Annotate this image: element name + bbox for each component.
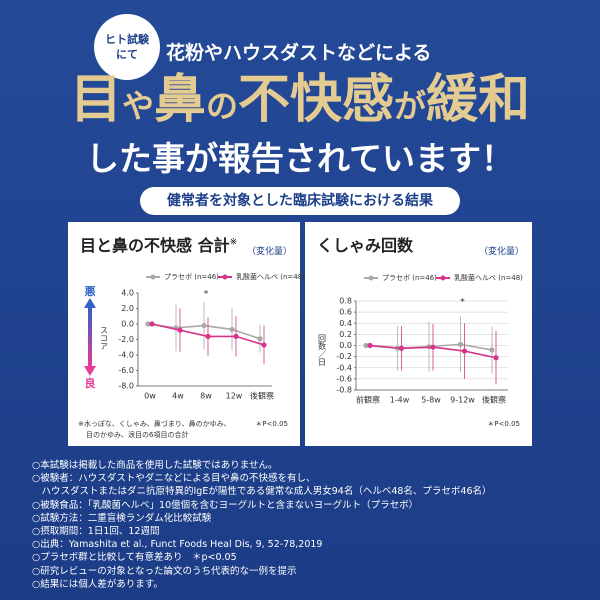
y-axis-label: スコア <box>100 326 109 350</box>
legend-dot <box>368 275 374 281</box>
arrow <box>88 306 92 368</box>
legend-label: プラセボ (n=46) <box>164 273 219 281</box>
y-tick-label: 0.0 <box>121 320 134 329</box>
point <box>261 342 267 348</box>
note-line: ○結果には個人差があります。 <box>32 578 163 590</box>
y-tick-label: 0.6 <box>339 308 352 317</box>
note-line: ○研究レビューの対象となった論文のうち代表的な一例を提示 <box>32 565 297 577</box>
section-label: 健常者を対象とした臨床試験における結果 <box>140 187 460 215</box>
note-line: ○本試験は掲載した商品を使用した試験ではありません。 <box>32 460 278 471</box>
y-tick-label: 0.4 <box>339 319 352 328</box>
headline2: した事が報告されています！ <box>85 139 514 178</box>
y-tick-label: -4.0 <box>118 351 134 360</box>
note-line: ○出典：Yamashita et al., Funct Foods Heal D… <box>32 539 323 551</box>
note-line: ハウスダストまたはダニ抗原特異的IgEが陽性である健常な成人男女94名（ヘルベ4… <box>32 486 492 498</box>
worse-label: 悪 <box>85 285 96 298</box>
badge-line: にて <box>116 48 138 61</box>
point <box>149 321 155 327</box>
y-tick-label: -0.2 <box>336 352 352 361</box>
headline-part: や <box>121 87 154 125</box>
point <box>205 333 211 339</box>
arrow-head <box>84 298 96 308</box>
point <box>177 327 183 333</box>
x-tick-label: 12w <box>226 392 243 401</box>
headline-part: の <box>205 87 238 125</box>
note-line: ○摂取期間：1日1回、12週間 <box>32 526 160 538</box>
title-mark: ※ <box>229 237 238 248</box>
y-tick-label: -0.6 <box>336 374 352 383</box>
note-line: ○被験者：ハウスダストやダニなどによる目や鼻の不快感を有し、 <box>32 473 316 485</box>
x-tick-label: 後観察 <box>250 391 274 401</box>
y-tick-label: 4.0 <box>121 289 134 298</box>
point <box>145 321 151 327</box>
y-axis-label: 回数／日 <box>318 334 327 367</box>
point <box>493 355 499 361</box>
point <box>430 344 436 350</box>
point <box>398 345 405 351</box>
p-note: ＊P<0.05 <box>487 420 520 428</box>
legend-dot <box>440 275 446 281</box>
panel-title: 目と鼻の不快感 合計※ <box>80 232 237 256</box>
y-tick-label: 2.0 <box>121 304 134 313</box>
x-tick-label: 4w <box>172 392 184 401</box>
x-tick-label: 後観察 <box>482 395 506 405</box>
x-tick-label: 1-4w <box>390 396 410 405</box>
x-tick-label: 前観察 <box>356 395 380 405</box>
panel: くしゃみ回数 （変化量） <box>305 222 532 446</box>
headline: 目や鼻の不快感が緩和 <box>0 68 600 138</box>
point <box>201 322 207 329</box>
point <box>363 342 369 349</box>
footnote: ※水っぽな、くしゃみ、鼻づまり、鼻のかゆみ、 <box>78 419 231 428</box>
y-tick-label: -0.4 <box>336 363 352 372</box>
x-tick-label: 9-12w <box>450 396 475 405</box>
badge: ヒト試験 にて <box>94 14 160 80</box>
headline-part: 不快感 <box>238 69 395 130</box>
significance-mark: * <box>204 290 209 300</box>
panel: 目と鼻の不快感 合計※ （変化量） <box>68 222 300 446</box>
y-tick-label: -2.0 <box>118 335 134 344</box>
arrow-head <box>84 366 96 376</box>
y-tick-label: 0.2 <box>339 330 352 339</box>
x-tick-label: 0w <box>144 392 156 401</box>
chart-title: 目と鼻の不快感 合計 <box>80 236 230 255</box>
legend-label: 乳酸菌ヘルベ (n=48) <box>236 272 305 281</box>
point <box>457 341 464 347</box>
x-tick-label: 8w <box>200 392 212 401</box>
legend-dot <box>150 274 156 280</box>
point <box>257 336 263 342</box>
point <box>229 326 235 333</box>
footnote: 目のかゆみ、涙目の6項目の合計 <box>86 430 188 439</box>
legend-dot <box>222 274 228 280</box>
point <box>461 348 468 354</box>
headline-part: 緩和 <box>426 69 531 130</box>
chart-title: くしゃみ回数 <box>317 236 414 255</box>
better-label: 良 <box>85 376 96 390</box>
legend-label: 乳酸菌ヘルベ (n=48) <box>454 273 523 282</box>
unit: （変化量） <box>246 247 292 257</box>
y-tick-label: -6.0 <box>118 366 134 375</box>
y-tick-label: 0.8 <box>339 297 352 306</box>
subhead: 花粉やハウスダストなどによる <box>166 42 432 64</box>
significance-mark: * <box>460 298 465 308</box>
point <box>233 333 239 339</box>
badge-line: ヒト試験 <box>105 33 149 46</box>
legend-label: プラセボ (n=46) <box>382 274 437 282</box>
note-line: ○プラセボ群と比較して有意差あり ＊p<0.05 <box>32 552 237 564</box>
y-tick-label: 0.0 <box>339 341 352 350</box>
unit: （変化量） <box>478 247 524 257</box>
point <box>367 342 373 349</box>
headline-part: 目 <box>69 69 122 130</box>
note-line: ○試験方法：二重盲検ランダム化比較試験 <box>32 512 212 524</box>
y-tick-label: -8.0 <box>118 382 134 391</box>
x-tick-label: 5-8w <box>421 396 441 405</box>
notes: ○本試験は掲載した商品を使用した試験ではありません。 ○被験者：ハウスダストやダニ… <box>32 459 492 591</box>
headline-part: 鼻 <box>153 69 206 130</box>
note-line: ○被験食品：「乳酸菌ヘルベ」10億個を含むヨーグルトと含まないヨーグルト（プラセ… <box>32 499 419 511</box>
point <box>489 347 495 353</box>
y-tick-label: -0.8 <box>336 386 352 395</box>
headline-part: が <box>394 87 427 125</box>
p-note: ＊P<0.05 <box>255 420 288 428</box>
